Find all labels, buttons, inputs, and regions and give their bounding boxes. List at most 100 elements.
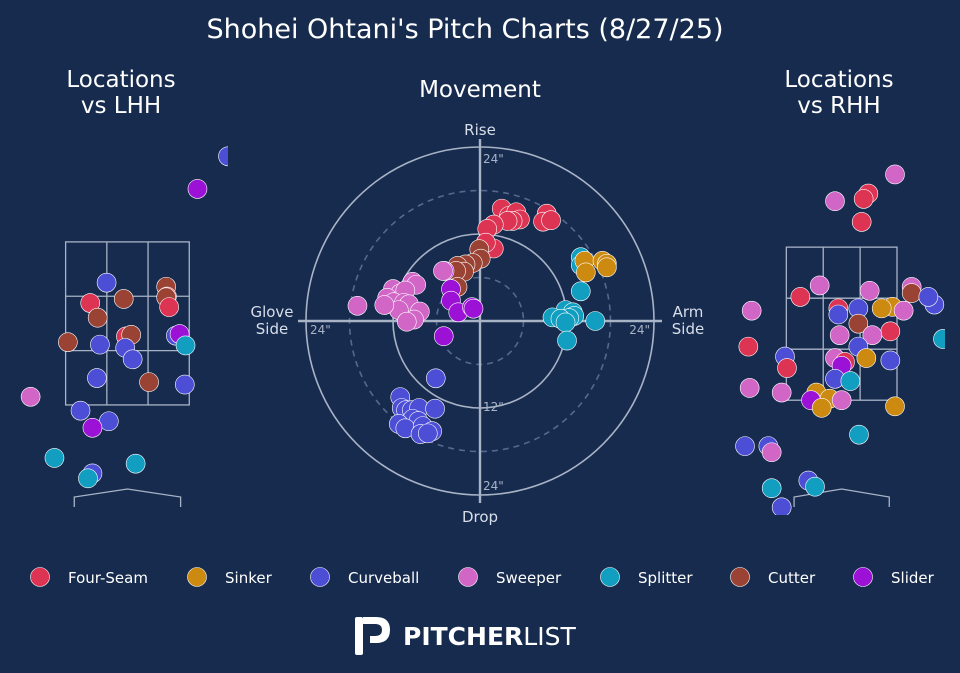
pitch-point-sweeper [20, 386, 41, 407]
legend-marker [730, 567, 750, 587]
legend-item-sweeper: Sweeper [458, 567, 562, 587]
pitch-point-splitter [849, 424, 869, 445]
pitch-point-curveball [918, 287, 939, 307]
movement-point-curveball [425, 368, 446, 389]
strike-zone-outline [64, 241, 190, 406]
arm-side-label-line: Side [672, 320, 704, 338]
pitch-point-sweeper [761, 442, 782, 463]
movement-point-sweeper [374, 295, 395, 315]
pitch-point-curveball [880, 350, 901, 371]
pitch-point-sinker [871, 298, 892, 319]
panel-title: Locations vs RHH [784, 67, 893, 119]
legend-label: Sinker [225, 569, 273, 587]
pitch-point-sweeper [831, 390, 852, 411]
pitch-points [735, 164, 945, 540]
pitch-point-slider [187, 179, 208, 199]
movement-point-splitter [585, 311, 606, 331]
pitch-point-four-seam [853, 189, 874, 209]
pitch-point-splitter [78, 468, 98, 489]
panel-title-line: Locations [784, 67, 893, 93]
axis-tick-right: 24" [629, 323, 650, 337]
panel-title-line: vs RHH [797, 93, 880, 119]
movement-point-sweeper [347, 295, 368, 316]
legend-item-four-seam: Four-Seam [30, 567, 148, 587]
legend-item-curveball: Curveball [310, 567, 419, 587]
locations-vs-lhh-panel: Locations vs LHH [20, 67, 228, 507]
strike-zone [64, 241, 190, 406]
ring-label-top: 24" [483, 152, 504, 166]
legend-label: Curveball [348, 569, 419, 587]
chart-title: Shohei Ohtani's Pitch Charts (8/27/25) [206, 14, 723, 45]
logo-text-bold: PITCHER [403, 622, 523, 651]
legend-label: Sweeper [496, 569, 562, 587]
panel-title-line: Locations [66, 67, 175, 93]
glove-side-label: Glove Side [250, 303, 293, 338]
pitch-point-cutter [901, 283, 922, 303]
pitch-point-sweeper [809, 275, 830, 296]
pitch-point-splitter [175, 335, 196, 356]
pitch-point-curveball [122, 349, 143, 370]
pitch-point-curveball [218, 146, 228, 167]
pitch-point-four-seam [738, 336, 759, 357]
legend-item-slider: Slider [853, 567, 935, 587]
pitch-point-cutter [848, 313, 869, 334]
pitch-point-curveball [87, 368, 107, 388]
movement-point-sinker [597, 257, 617, 278]
arm-side-label-line: Arm [673, 303, 704, 321]
rise-label: Rise [464, 121, 496, 139]
pitch-point-slider [82, 417, 103, 438]
pitcherlist-logo-text: PITCHERLIST [403, 622, 576, 651]
pitch-point-four-seam [777, 358, 797, 378]
legend: Four-Seam Sinker Curveball Sweeper Splitter C… [30, 567, 935, 587]
axis-tick-left: 24" [310, 323, 331, 337]
movement-point-sweeper [433, 261, 453, 281]
pitch-point-sweeper [741, 300, 762, 321]
pitch-point-sweeper [893, 300, 914, 321]
pitch-point-splitter [125, 453, 146, 474]
legend-marker [187, 567, 207, 587]
pitcherlist-logo-icon [355, 617, 390, 655]
pitch-point-curveball [828, 304, 849, 325]
pitch-point-splitter [771, 521, 790, 540]
pitch-point-splitter [805, 476, 825, 497]
pitch-point-four-seam [159, 297, 179, 317]
legend-marker [30, 567, 50, 587]
pitch-point-sweeper [885, 164, 905, 185]
movement-point-sinker [576, 262, 596, 283]
arm-side-label: Arm Side [672, 303, 704, 338]
pitch-point-splitter [840, 371, 861, 391]
logo-text-light: LIST [523, 622, 576, 651]
movement-point-slider [463, 298, 484, 319]
movement-point-four-seam [541, 210, 561, 231]
pitch-point-sweeper [739, 378, 760, 398]
pitch-point-sweeper [829, 325, 850, 345]
glove-side-label-line: Side [256, 320, 288, 338]
ring-label-bottom: 24" [483, 479, 504, 493]
movement-point-splitter [557, 330, 577, 351]
pitch-point-four-seam [851, 212, 872, 232]
pitch-point-cutter [113, 289, 134, 309]
movement-point-splitter [570, 281, 591, 302]
glove-side-label-line: Glove [250, 303, 293, 321]
pitch-points [20, 146, 228, 489]
pitch-point-splitter [761, 478, 782, 499]
locations-vs-rhh-panel: Locations vs RHH [735, 67, 945, 540]
panel-title-line: Movement [419, 77, 541, 103]
legend-label: Slider [891, 569, 935, 587]
pitch-point-sinker [811, 398, 832, 418]
pitch-point-curveball [771, 497, 792, 515]
pitcherlist-logo: PITCHERLIST [355, 617, 576, 655]
ring-label-inner: 12" [483, 400, 504, 414]
legend-marker [853, 567, 873, 587]
legend-marker [310, 567, 330, 587]
pitch-point-splitter [44, 448, 65, 468]
legend-label: Four-Seam [68, 569, 148, 587]
movement-point-curveball [425, 398, 445, 419]
pitch-point-sweeper [771, 382, 792, 403]
pitch-point-curveball [175, 374, 195, 395]
panel-title: Movement [419, 77, 541, 103]
legend-marker [600, 567, 620, 587]
movement-points [347, 198, 617, 444]
